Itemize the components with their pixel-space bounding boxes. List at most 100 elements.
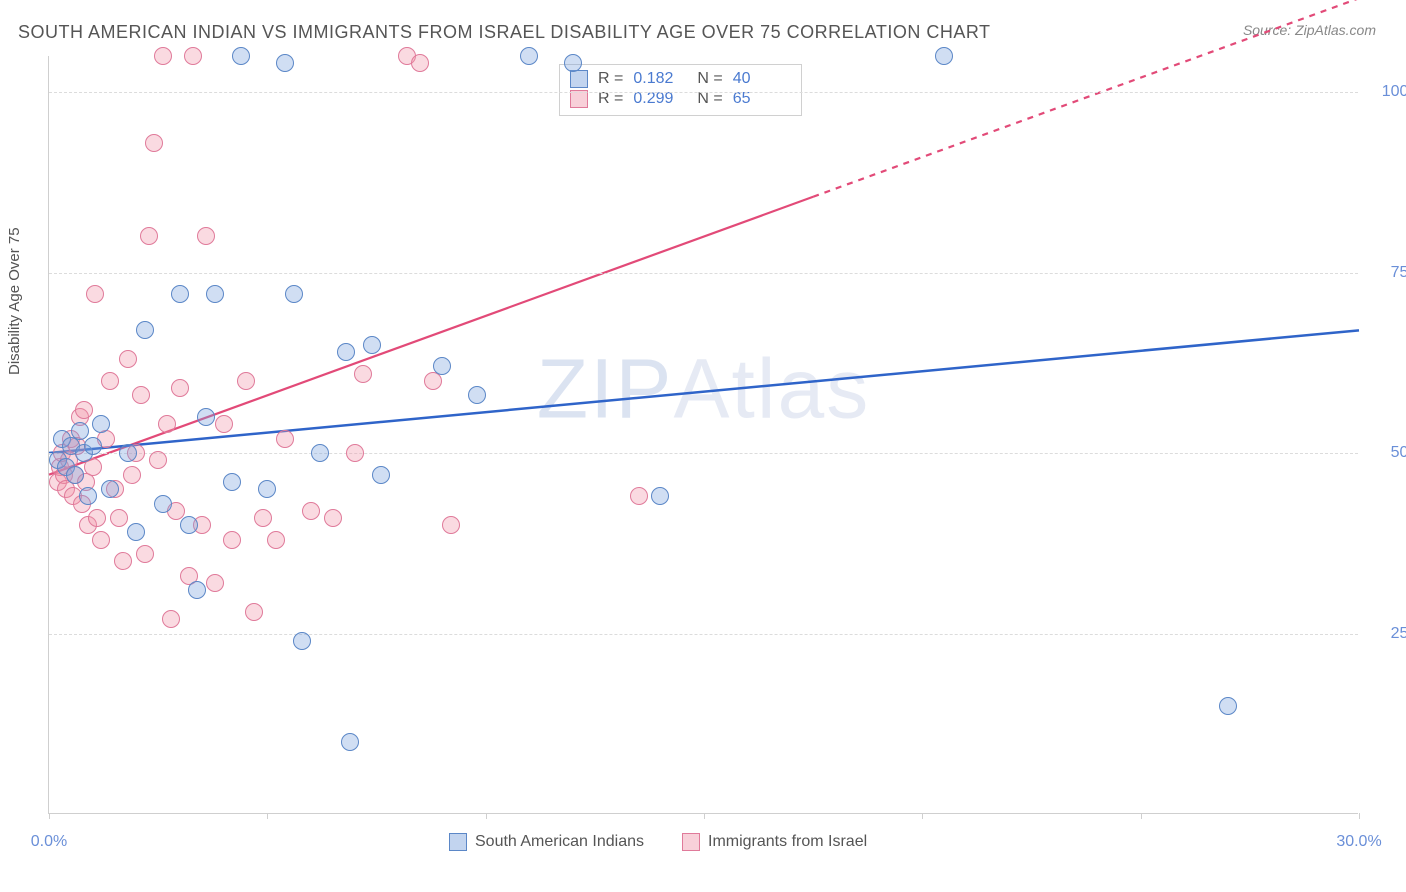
scatter-point xyxy=(372,466,390,484)
scatter-point xyxy=(79,487,97,505)
gridline xyxy=(49,634,1358,635)
scatter-point xyxy=(433,357,451,375)
scatter-point xyxy=(184,47,202,65)
y-tick-label: 75.0% xyxy=(1391,264,1406,282)
scatter-point xyxy=(136,321,154,339)
chart-container: SOUTH AMERICAN INDIAN VS IMMIGRANTS FROM… xyxy=(0,0,1406,892)
scatter-point xyxy=(237,372,255,390)
scatter-point xyxy=(346,444,364,462)
x-tick-mark xyxy=(267,813,268,819)
source-label: Source: ZipAtlas.com xyxy=(1243,22,1376,38)
scatter-point xyxy=(132,386,150,404)
scatter-point xyxy=(119,444,137,462)
scatter-point xyxy=(162,610,180,628)
legend-row-blue: R = 0.182 N = 40 xyxy=(570,69,787,89)
scatter-point xyxy=(341,733,359,751)
scatter-point xyxy=(276,430,294,448)
gridline xyxy=(49,453,1358,454)
swatch-blue-icon xyxy=(570,70,588,88)
scatter-point xyxy=(101,372,119,390)
scatter-point xyxy=(171,379,189,397)
gridline xyxy=(49,273,1358,274)
scatter-point xyxy=(324,509,342,527)
scatter-point xyxy=(86,285,104,303)
legend-item-blue: South American Indians xyxy=(449,833,644,851)
scatter-point xyxy=(651,487,669,505)
scatter-point xyxy=(468,386,486,404)
scatter-point xyxy=(154,495,172,513)
x-tick-mark xyxy=(49,813,50,819)
scatter-point xyxy=(564,54,582,72)
scatter-point xyxy=(171,285,189,303)
scatter-point xyxy=(354,365,372,383)
scatter-point xyxy=(276,54,294,72)
scatter-point xyxy=(285,285,303,303)
scatter-point xyxy=(215,415,233,433)
scatter-point xyxy=(197,227,215,245)
scatter-point xyxy=(145,134,163,152)
y-tick-label: 50.0% xyxy=(1391,444,1406,462)
r-label: R = xyxy=(598,70,623,88)
gridline xyxy=(49,92,1358,93)
scatter-point xyxy=(188,581,206,599)
scatter-point xyxy=(136,545,154,563)
trend-lines-svg xyxy=(49,56,1358,813)
scatter-point xyxy=(123,466,141,484)
y-tick-label: 25.0% xyxy=(1391,625,1406,643)
x-tick-label: 0.0% xyxy=(31,833,67,851)
legend-label-pink: Immigrants from Israel xyxy=(708,833,867,851)
scatter-point xyxy=(71,422,89,440)
scatter-point xyxy=(197,408,215,426)
plot-area: ZIPAtlas R = 0.182 N = 40 R = 0.299 N = … xyxy=(48,56,1358,814)
scatter-point xyxy=(206,574,224,592)
scatter-point xyxy=(206,285,224,303)
y-axis-label: Disability Age Over 75 xyxy=(6,227,23,375)
scatter-point xyxy=(223,531,241,549)
x-tick-mark xyxy=(486,813,487,819)
scatter-point xyxy=(302,502,320,520)
scatter-point xyxy=(75,401,93,419)
scatter-point xyxy=(245,603,263,621)
swatch-pink-icon xyxy=(682,833,700,851)
legend-item-pink: Immigrants from Israel xyxy=(682,833,867,851)
x-tick-mark xyxy=(1359,813,1360,819)
scatter-point xyxy=(520,47,538,65)
x-tick-mark xyxy=(704,813,705,819)
scatter-point xyxy=(127,523,145,541)
scatter-point xyxy=(110,509,128,527)
n-value-blue: 40 xyxy=(733,70,787,88)
scatter-point xyxy=(84,437,102,455)
scatter-point xyxy=(258,480,276,498)
scatter-point xyxy=(158,415,176,433)
scatter-point xyxy=(114,552,132,570)
scatter-point xyxy=(66,466,84,484)
x-tick-mark xyxy=(1141,813,1142,819)
legend-label-blue: South American Indians xyxy=(475,833,644,851)
correlation-legend: R = 0.182 N = 40 R = 0.299 N = 65 xyxy=(559,64,802,116)
x-tick-label: 30.0% xyxy=(1336,833,1381,851)
scatter-point xyxy=(154,47,172,65)
x-tick-mark xyxy=(922,813,923,819)
scatter-point xyxy=(254,509,272,527)
scatter-point xyxy=(101,480,119,498)
scatter-point xyxy=(1219,697,1237,715)
scatter-point xyxy=(149,451,167,469)
scatter-point xyxy=(630,487,648,505)
scatter-point xyxy=(411,54,429,72)
scatter-point xyxy=(119,350,137,368)
scatter-point xyxy=(92,531,110,549)
scatter-point xyxy=(140,227,158,245)
scatter-point xyxy=(180,516,198,534)
scatter-point xyxy=(363,336,381,354)
scatter-point xyxy=(293,632,311,650)
scatter-point xyxy=(232,47,250,65)
scatter-point xyxy=(267,531,285,549)
series-legend: South American Indians Immigrants from I… xyxy=(449,833,867,851)
chart-title: SOUTH AMERICAN INDIAN VS IMMIGRANTS FROM… xyxy=(18,22,991,43)
scatter-point xyxy=(935,47,953,65)
swatch-blue-icon xyxy=(449,833,467,851)
scatter-point xyxy=(311,444,329,462)
scatter-point xyxy=(442,516,460,534)
scatter-point xyxy=(337,343,355,361)
scatter-point xyxy=(223,473,241,491)
